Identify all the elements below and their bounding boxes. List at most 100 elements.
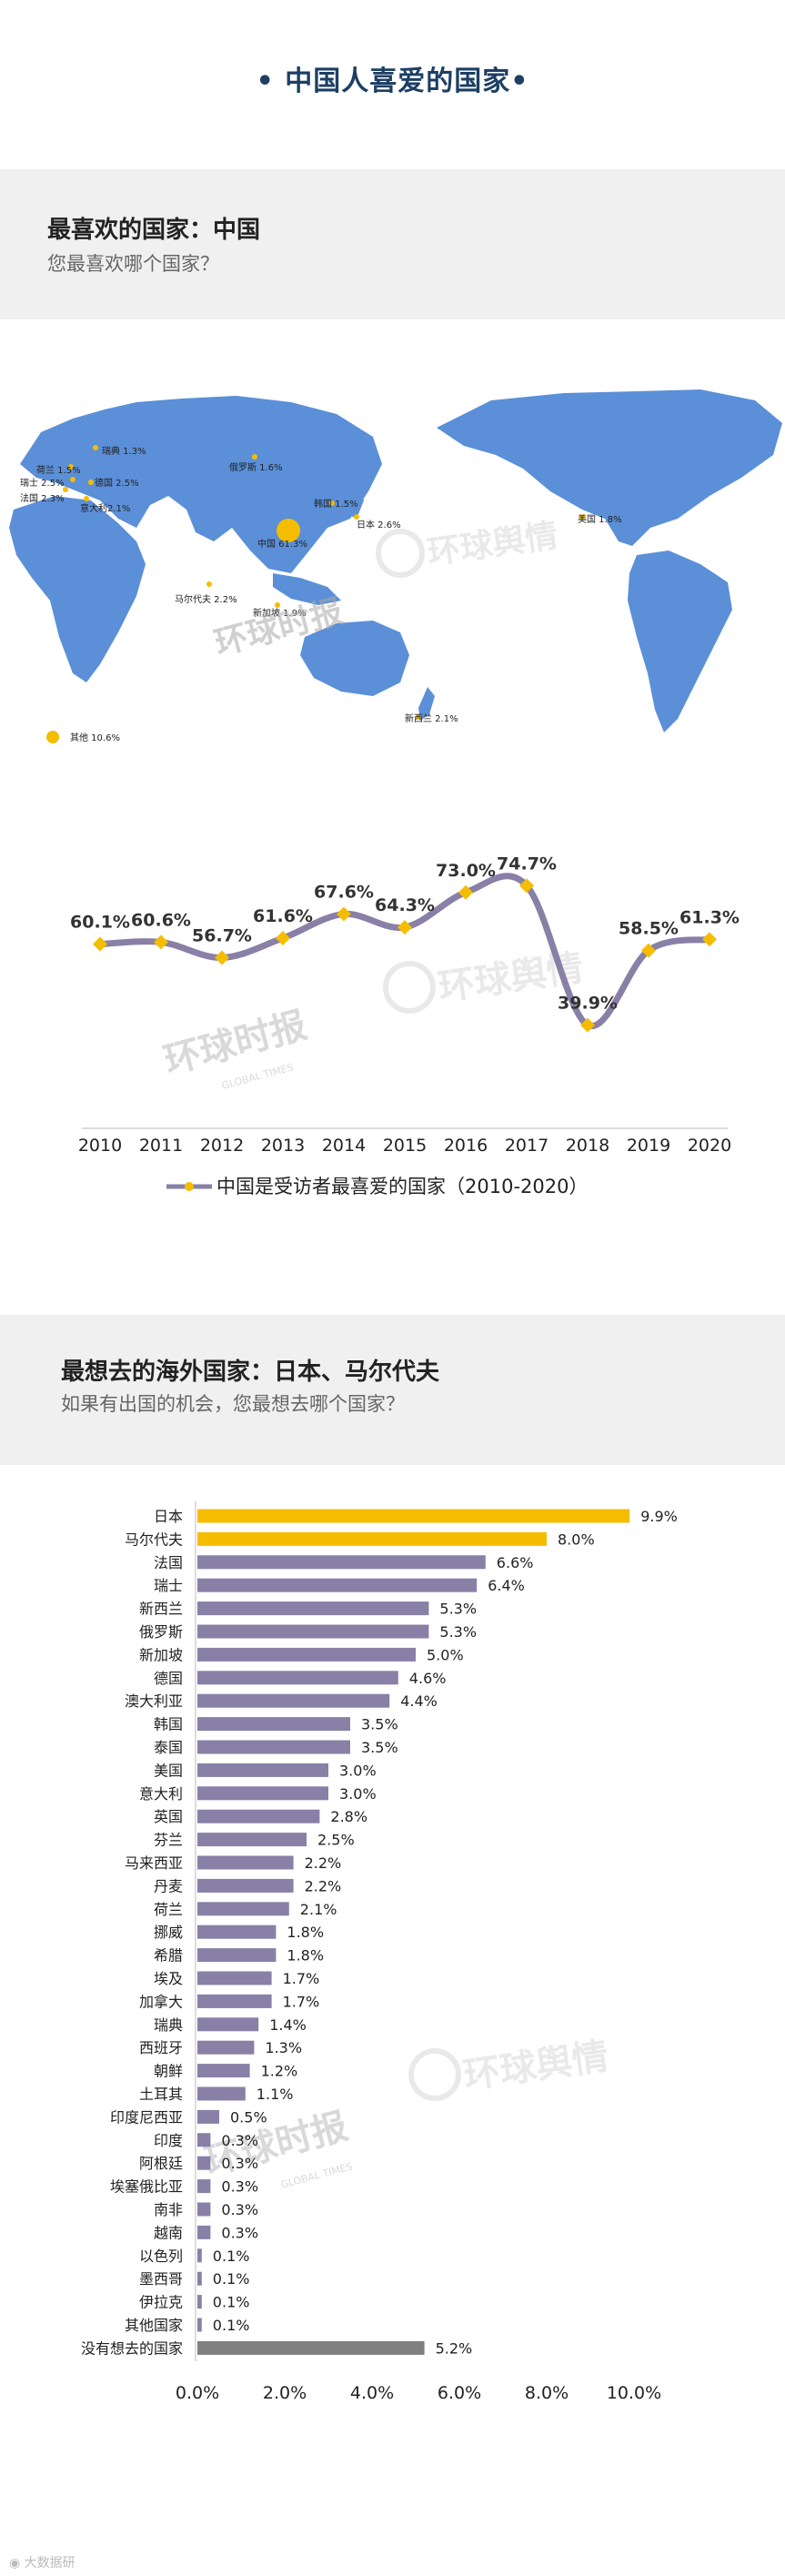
x-tick-labels: 2010 2011 2012 2013 2014 2015 2016 2017 2018 2019… <box>78 1136 731 1156</box>
bar-row: 印度 0.3% <box>154 2132 258 2149</box>
category-label: 埃塞俄比亚 <box>110 2178 183 2196</box>
value-label: 2.1% <box>300 1901 337 1918</box>
category-label: 德国 <box>154 1670 183 1687</box>
bar-row: 澳大利亚 4.4% <box>125 1692 438 1710</box>
map-label-group: 瑞典 1.3% 俄罗斯 1.6% 荷兰 1.5% 瑞士 2.5% 德国 2.5%… <box>20 445 622 743</box>
map-label-germany: 德国 2.5% <box>95 477 139 489</box>
value-label: 0.3% <box>221 2224 258 2241</box>
data-label: 58.5% <box>619 919 679 939</box>
category-label: 没有想去的国家 <box>81 2339 183 2357</box>
category-label: 朝鲜 <box>154 2063 183 2080</box>
map-label-japan: 日本 2.6% <box>357 519 401 530</box>
category-label: 挪威 <box>154 1924 183 1941</box>
bar <box>197 1740 350 1754</box>
data-label: 39.9% <box>558 993 618 1013</box>
category-label: 瑞典 <box>154 2016 183 2034</box>
bar-row: 伊拉克 0.1% <box>139 2294 249 2311</box>
value-label: 4.6% <box>409 1670 447 1687</box>
value-label: 0.1% <box>213 2270 250 2288</box>
bar <box>197 1601 429 1616</box>
category-label: 埃及 <box>154 1970 183 1987</box>
data-label: 73.0% <box>436 861 496 881</box>
data-point <box>337 906 351 922</box>
se-asia-shape <box>273 573 341 605</box>
bar-row: 丹麦 2.2% <box>154 1877 341 1894</box>
bar-row: 没有想去的国家 5.2% <box>81 2339 472 2357</box>
bar <box>197 1531 547 1546</box>
bar-row: 美国 3.0% <box>154 1762 377 1779</box>
watermark-globe-icon <box>383 961 436 1014</box>
x-tick-label: 2018 <box>566 1136 609 1156</box>
category-label: 印度尼西亚 <box>110 2108 183 2126</box>
bar <box>197 1624 429 1639</box>
category-label: 新西兰 <box>139 1601 183 1618</box>
bar <box>197 2340 425 2355</box>
bar-row: 马来西亚 2.2% <box>125 1854 341 1872</box>
value-label: 3.0% <box>339 1785 377 1803</box>
category-label: 希腊 <box>154 1947 183 1965</box>
bar <box>197 2156 211 2170</box>
bar <box>197 2295 202 2309</box>
value-label: 4.4% <box>400 1692 438 1710</box>
marker-russia <box>252 454 257 460</box>
bar-row: 印度尼西亚 0.5% <box>110 2108 267 2126</box>
value-label: 0.3% <box>221 2201 258 2218</box>
value-label: 5.2% <box>436 2339 473 2357</box>
bar <box>197 1902 289 1916</box>
bar-row: 以色列 0.1% <box>139 2248 249 2265</box>
bar <box>197 1971 272 1985</box>
category-label: 阿根廷 <box>139 2155 183 2172</box>
bar-row: 越南 0.3% <box>154 2224 258 2241</box>
data-point <box>398 920 412 935</box>
map-markers <box>46 445 585 743</box>
bar-row: 墨西哥 0.1% <box>139 2270 249 2288</box>
map-label-switzerland: 瑞士 2.5% <box>20 477 65 489</box>
value-label: 0.5% <box>230 2108 267 2126</box>
map-label-netherlands: 荷兰 1.5% <box>36 464 81 476</box>
category-label: 新加坡 <box>139 1646 183 1663</box>
footer-source: ◉ 大数据研 <box>9 2553 75 2571</box>
bar <box>197 1833 307 1847</box>
data-point <box>458 884 473 900</box>
data-label: 56.7% <box>192 926 252 946</box>
bar <box>197 1717 350 1732</box>
marker-korea <box>329 500 335 506</box>
data-point <box>215 950 229 965</box>
category-label: 土耳其 <box>139 2086 183 2103</box>
bar-row: 荷兰 2.1% <box>154 1901 337 1918</box>
data-label: 67.6% <box>314 883 374 903</box>
category-label: 澳大利亚 <box>125 1692 183 1710</box>
category-label: 俄罗斯 <box>139 1623 183 1641</box>
bar-row: 埃及 1.7% <box>154 1970 319 1987</box>
data-label: 61.6% <box>253 906 313 926</box>
line-chart: 环球时报 GLOBAL TIMES 环球舆情 60.1% 60.6%56.7%61… <box>70 854 740 1197</box>
marker-italy <box>84 496 89 501</box>
x-tick-label: 10.0% <box>607 2383 661 2402</box>
value-label: 5.0% <box>427 1646 464 1663</box>
value-label: 3.5% <box>361 1716 398 1733</box>
x-tick-label: 4.0% <box>350 2383 394 2402</box>
bar-row: 瑞士 6.4% <box>154 1577 525 1594</box>
bar <box>197 1555 486 1570</box>
bar <box>197 2133 211 2147</box>
x-tick-label: 0.0% <box>176 2383 219 2402</box>
marker-france <box>63 487 68 492</box>
category-label: 美国 <box>154 1762 183 1779</box>
watermark-brand: 环球舆情 <box>426 517 560 572</box>
x-tick-label: 2011 <box>139 1136 183 1156</box>
map-label-singapore: 新加坡 1.9% <box>253 607 307 619</box>
bar <box>197 1924 277 1939</box>
category-label: 加拿大 <box>139 1993 183 2010</box>
value-label: 1.2% <box>261 2063 298 2080</box>
bar <box>197 1809 320 1823</box>
category-label: 丹麦 <box>154 1877 183 1894</box>
bar-chart: 环球时报 GLOBAL TIMES 环球舆情 日本 9.9%马尔代夫 8.0%法国 6… <box>81 1501 678 2402</box>
line-data-labels: 60.1% 60.6%56.7%61.6%67.6%64.3%73.0% 74.7%… <box>70 854 740 1013</box>
bar-row: 朝鲜 1.2% <box>154 2063 297 2080</box>
marker-switzerland <box>70 477 75 482</box>
value-label: 1.8% <box>287 1924 324 1941</box>
marker-japan <box>354 514 359 520</box>
bar <box>197 1878 294 1893</box>
bar <box>197 2179 211 2194</box>
value-label: 1.7% <box>283 1993 320 2010</box>
